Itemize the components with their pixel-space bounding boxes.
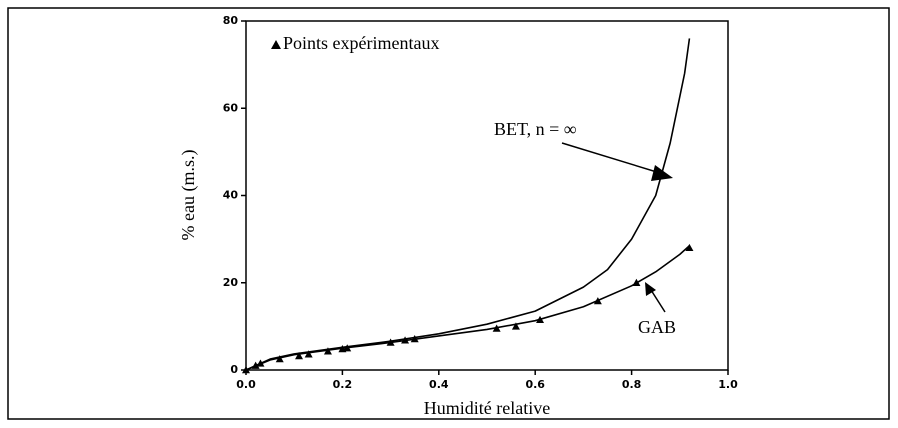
legend-marker (271, 40, 281, 49)
curve (245, 38, 691, 371)
data-point (295, 352, 304, 360)
x-tick-label: 1.0 (718, 378, 738, 391)
outer-frame (7, 7, 890, 420)
y-tick-label: 40 (223, 189, 239, 202)
legend-label: Points expérimentaux (283, 33, 439, 53)
y-axis-label: % eau (m.s.) (178, 150, 199, 241)
annotation: GAB (638, 317, 676, 337)
annotation-arrowhead (645, 282, 656, 296)
annotation-arrow (650, 289, 666, 313)
annotation-arrow (561, 142, 661, 174)
y-tick-label: 0 (230, 363, 238, 376)
annotation: BET, n = ∞ (494, 119, 577, 139)
x-tick-label: 0.8 (622, 378, 642, 391)
x-axis-label: Humidité relative (424, 398, 550, 418)
data-point (304, 350, 313, 358)
y-tick-label: 80 (223, 14, 239, 27)
y-tick-label: 20 (223, 276, 239, 289)
data-point (275, 355, 284, 363)
y-tick-label: 60 (223, 101, 239, 114)
data-point (511, 322, 520, 330)
curve (245, 245, 690, 371)
data-point (685, 243, 694, 252)
x-tick-label: 0.0 (236, 378, 256, 391)
x-tick-label: 0.4 (429, 378, 449, 391)
x-tick-label: 0.2 (333, 378, 353, 391)
x-tick-label: 0.6 (525, 378, 545, 391)
